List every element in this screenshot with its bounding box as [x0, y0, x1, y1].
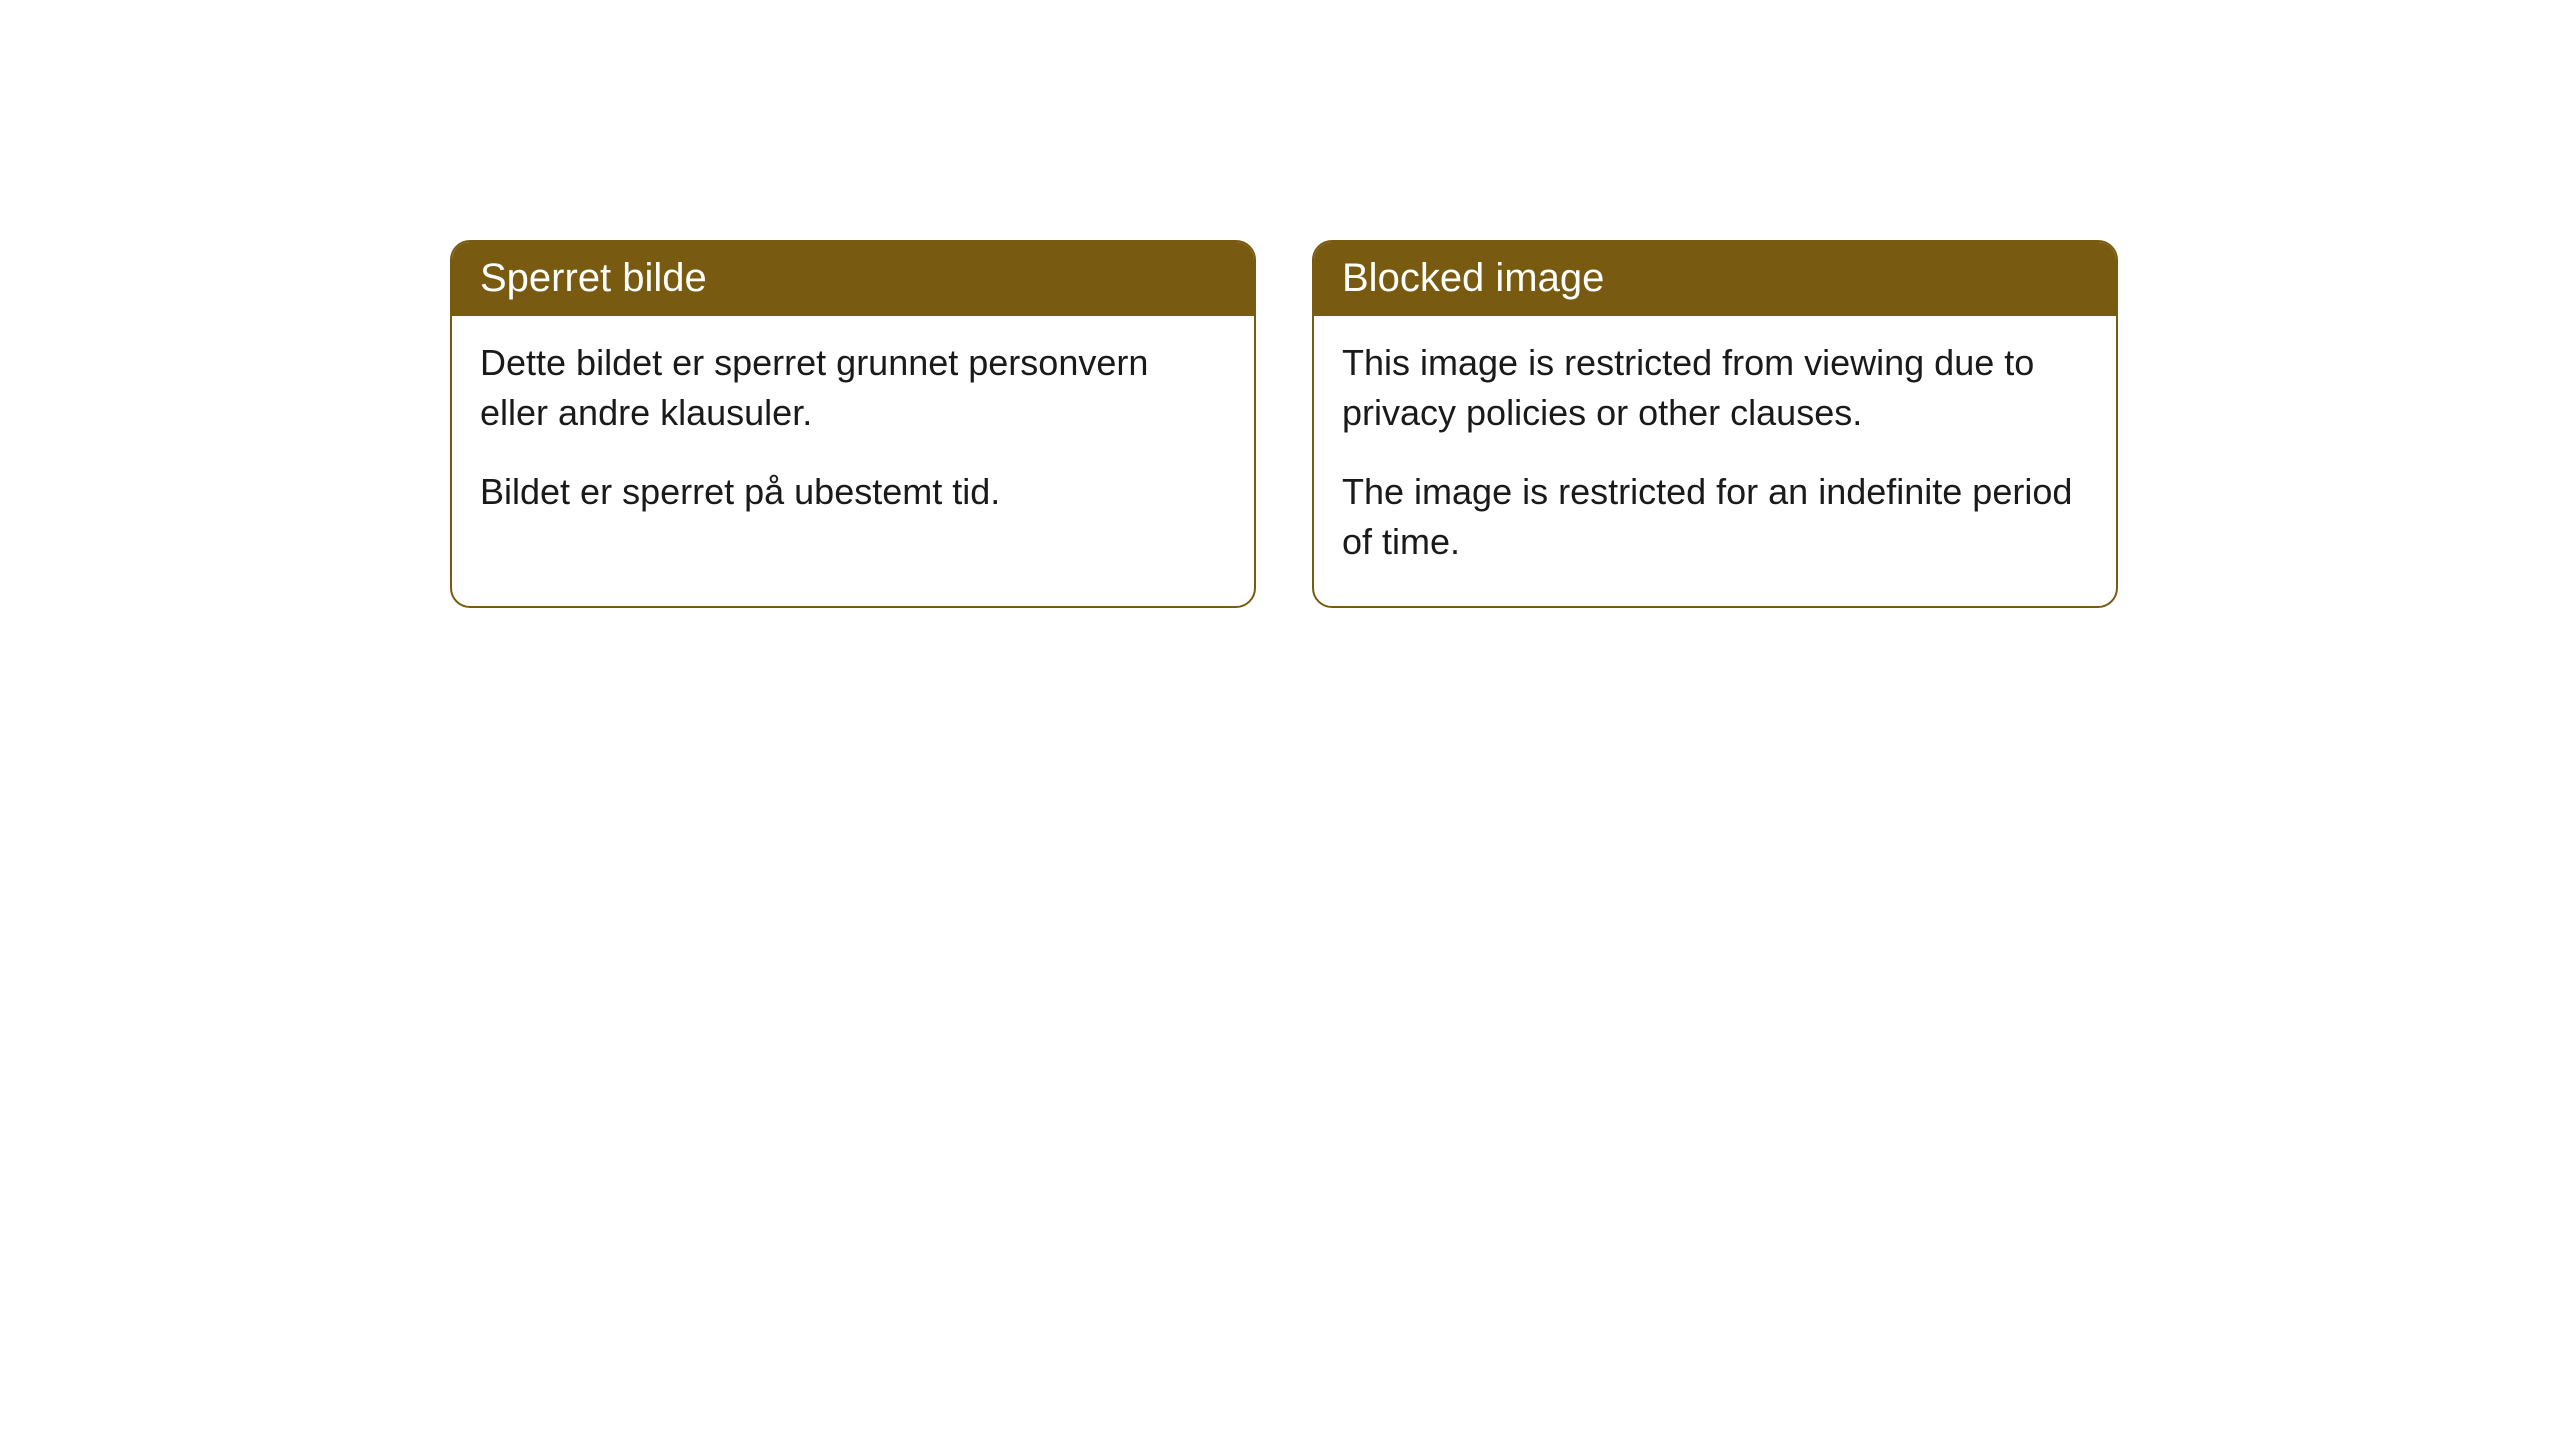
notice-card-norwegian: Sperret bilde Dette bildet er sperret gr… [450, 240, 1256, 608]
notice-body: Dette bildet er sperret grunnet personve… [452, 316, 1254, 555]
notice-paragraph: This image is restricted from viewing du… [1342, 338, 2088, 439]
notice-header: Blocked image [1314, 242, 2116, 316]
notice-container: Sperret bilde Dette bildet er sperret gr… [0, 0, 2560, 608]
notice-title: Blocked image [1342, 256, 1604, 300]
notice-body: This image is restricted from viewing du… [1314, 316, 2116, 606]
notice-header: Sperret bilde [452, 242, 1254, 316]
notice-paragraph: The image is restricted for an indefinit… [1342, 467, 2088, 568]
notice-paragraph: Bildet er sperret på ubestemt tid. [480, 467, 1226, 517]
notice-paragraph: Dette bildet er sperret grunnet personve… [480, 338, 1226, 439]
notice-title: Sperret bilde [480, 256, 707, 300]
notice-card-english: Blocked image This image is restricted f… [1312, 240, 2118, 608]
